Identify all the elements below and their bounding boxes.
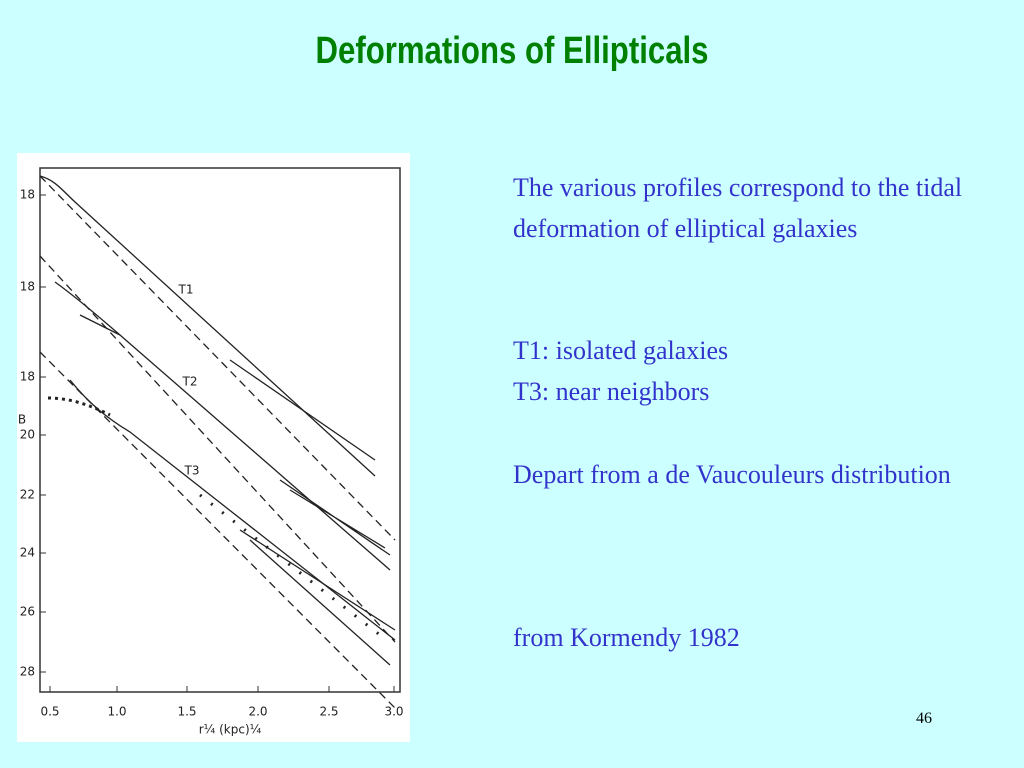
y-axis-label: B bbox=[18, 413, 26, 427]
t1-dashed bbox=[39, 175, 396, 541]
t3-branches bbox=[239, 529, 396, 666]
t3-points-outer bbox=[199, 493, 381, 637]
type-note: T1: isolated galaxies bbox=[513, 336, 729, 365]
y-tick-label: 20 bbox=[20, 428, 35, 442]
x-tick-label: 1.0 bbox=[107, 705, 126, 719]
x-tick-label: 2.0 bbox=[248, 705, 267, 719]
type-note: T3: near neighbors bbox=[513, 377, 710, 406]
t2-dashed bbox=[39, 255, 396, 643]
y-tick-label: 18 bbox=[20, 370, 35, 384]
citation: from Kormendy 1982 bbox=[513, 623, 740, 652]
x-axis-label: r¼ (kpc)¼ bbox=[199, 723, 262, 737]
x-tick-label: 1.5 bbox=[177, 705, 196, 719]
y-tick-label: 18 bbox=[20, 280, 35, 294]
y-tick-label: 22 bbox=[20, 488, 35, 502]
curve-label: T3 bbox=[184, 464, 200, 478]
t3-profile bbox=[69, 379, 396, 641]
curve-label: T2 bbox=[182, 375, 198, 389]
x-tick-label: 3.0 bbox=[384, 705, 403, 719]
conclusion: Depart from a de Vaucouleurs distributio… bbox=[513, 460, 951, 489]
x-tick-label: 2.5 bbox=[319, 705, 338, 719]
y-tick-label: 24 bbox=[20, 546, 35, 560]
slide-title: Deformations of Ellipticals bbox=[315, 30, 709, 72]
figure: 18 18 18 20 22 24 26 28 B 0.5 1.0 1.5 2.0 2.5 3.0 r¼ (k… bbox=[17, 153, 410, 742]
t2-branches bbox=[79, 314, 391, 556]
description: The various profiles correspond to the t… bbox=[513, 173, 963, 243]
t2-profile bbox=[54, 281, 391, 571]
x-tick-label: 0.5 bbox=[40, 705, 59, 719]
y-tick-label: 28 bbox=[20, 665, 35, 679]
page-number: 46 bbox=[916, 710, 932, 727]
t1-profile bbox=[39, 175, 376, 477]
profile-curves bbox=[39, 175, 396, 709]
t3-dashed bbox=[39, 351, 396, 709]
t3-points bbox=[47, 396, 111, 417]
curve-label: T1 bbox=[178, 283, 194, 297]
plot-frame bbox=[39, 167, 401, 693]
y-tick-label: 18 bbox=[20, 188, 35, 202]
y-tick-label: 26 bbox=[20, 605, 35, 619]
t1-branch bbox=[229, 359, 376, 461]
